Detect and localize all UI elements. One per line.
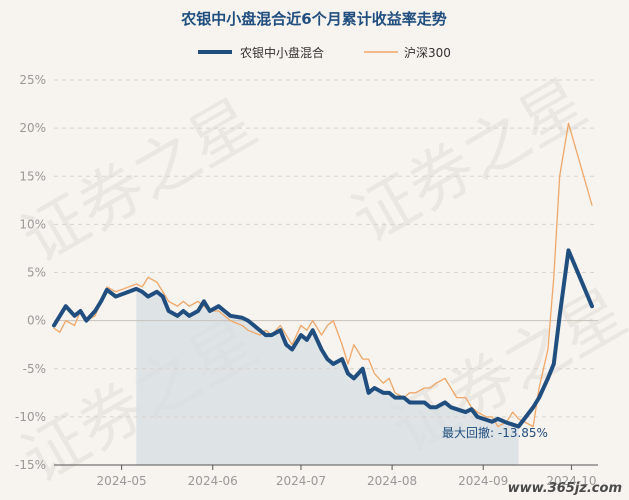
x-tick-label: 2024-10 <box>546 474 596 488</box>
chart-text: 农银中小盘混合近6个月累计收益率走势 农银中小盘混合 沪深300 最大回撤: -… <box>180 10 622 496</box>
legend-label-fund: 农银中小盘混合 <box>240 45 324 60</box>
max-drawdown-label: 最大回撤: -13.85% <box>442 425 548 440</box>
grid-lines: 25% 20% 15% 10% 5% 0% -5% -10% -15% <box>15 73 598 472</box>
legend: 农银中小盘混合 沪深300 <box>198 45 451 60</box>
watermark-text: 证券之星 <box>10 86 269 278</box>
shaded-region <box>136 288 519 465</box>
y-tick-label: 5% <box>27 266 46 280</box>
chart-title: 农银中小盘混合近6个月累计收益率走势 <box>180 10 446 28</box>
y-tick-label: -10% <box>15 410 46 424</box>
axes: 2024-05 2024-06 2024-07 2024-08 2024-09 2024-… <box>54 464 598 488</box>
series-line-fund <box>52 248 594 429</box>
series-lines <box>52 122 594 429</box>
x-tick-label: 2024-08 <box>367 474 417 488</box>
y-tick-label: 15% <box>19 169 46 183</box>
y-tick-label: 10% <box>19 217 46 231</box>
footer-url: www.365jz.com <box>508 481 622 496</box>
y-tick-label: 25% <box>19 73 46 87</box>
x-tick-label: 2024-07 <box>276 474 326 488</box>
series-line-index <box>53 122 593 428</box>
x-tick-label: 2024-05 <box>97 474 147 488</box>
y-tick-label: 20% <box>19 121 46 135</box>
y-tick-label: -15% <box>15 458 46 472</box>
y-tick-label: 0% <box>27 314 46 328</box>
drawdown-area <box>136 288 519 465</box>
legend-label-index: 沪深300 <box>404 46 451 60</box>
x-tick-label: 2024-09 <box>458 474 508 488</box>
y-tick-label: -5% <box>23 362 46 376</box>
watermark-text: 证券之星 <box>340 66 599 258</box>
x-tick-label: 2024-06 <box>188 474 238 488</box>
